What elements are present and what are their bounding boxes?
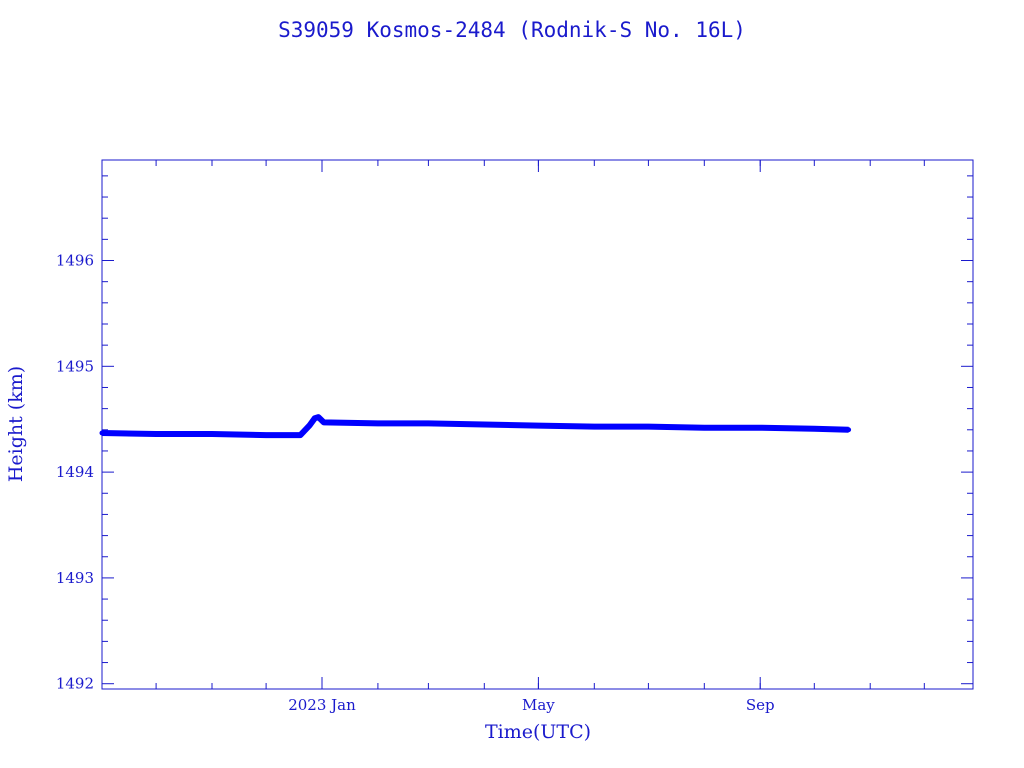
x-tick-label: May: [522, 696, 555, 714]
x-tick-label: 2023 Jan: [288, 696, 356, 714]
y-tick-label: 1493: [56, 569, 94, 587]
data-point: [645, 424, 651, 430]
series-layer: [99, 414, 852, 439]
y-tick-label: 1495: [56, 357, 94, 375]
data-point: [375, 420, 381, 426]
x-axis-label: Time(UTC): [485, 721, 591, 743]
series-line: [101, 414, 849, 439]
data-point: [99, 430, 105, 436]
y-tick-label: 1496: [56, 252, 94, 270]
data-point: [811, 426, 817, 432]
y-axis-label: Height (km): [5, 366, 27, 482]
data-point: [425, 420, 431, 426]
data-point: [481, 422, 487, 427]
data-point: [209, 431, 215, 437]
data-point: [701, 425, 707, 431]
x-axis: 2023 Jan May Sep: [155, 160, 925, 714]
x-tick-label: Sep: [746, 696, 775, 714]
data-point: [535, 423, 541, 429]
data-point: [263, 432, 269, 438]
data-point: [757, 425, 763, 431]
data-point: [315, 414, 321, 420]
data-point: [591, 424, 597, 430]
data-point: [306, 423, 312, 429]
data-point: [297, 432, 303, 438]
data-point: [846, 427, 852, 433]
y-tick-label: 1494: [56, 463, 94, 481]
chart-title: S39059 Kosmos-2484 (Rodnik-S No. 16L): [278, 18, 746, 42]
plot-frame: [101, 159, 974, 690]
y-axis: 1492 1493 1494 1495 1496: [56, 175, 973, 693]
data-point: [321, 419, 327, 425]
data-point: [153, 431, 159, 437]
y-tick-label: 1492: [56, 675, 94, 693]
